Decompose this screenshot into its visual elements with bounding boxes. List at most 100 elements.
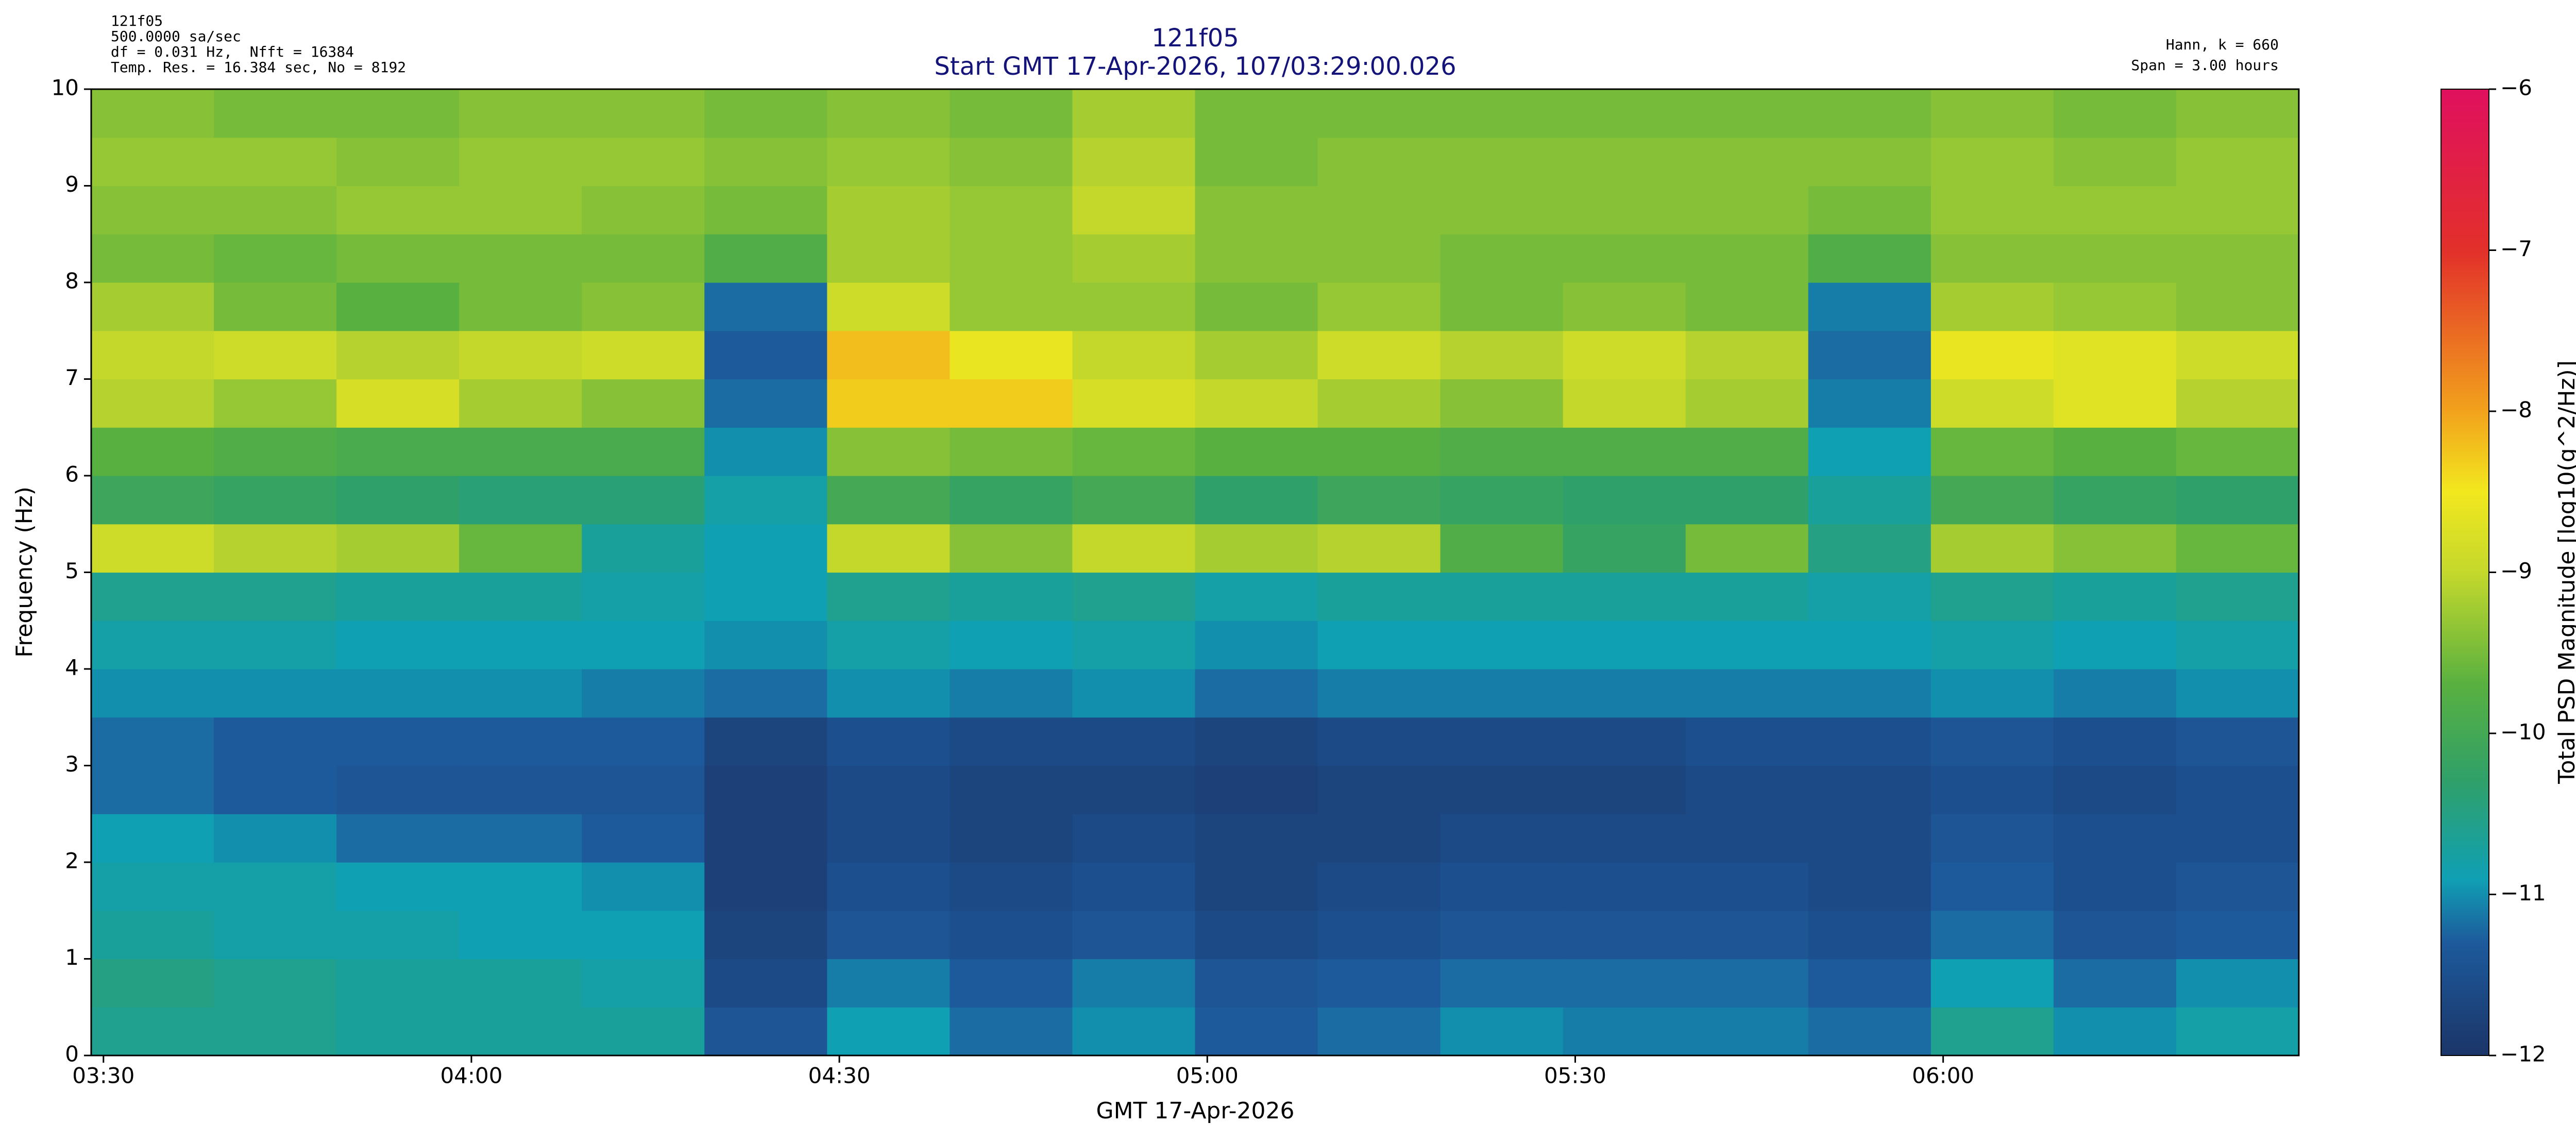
heatmap-cell: [214, 427, 337, 476]
y-tick-label: 7: [65, 365, 79, 390]
heatmap-cell: [1440, 186, 1564, 234]
heatmap-cell: [950, 862, 1073, 911]
heatmap-cell: [704, 427, 827, 476]
info-text: 500.0000 sa/sec: [111, 28, 241, 45]
heatmap-cell: [2176, 621, 2299, 669]
heatmap-cell: [1317, 379, 1441, 428]
heatmap-cell: [704, 89, 827, 138]
heatmap-cell: [1563, 765, 1686, 814]
heatmap-cell: [1195, 814, 1318, 863]
heatmap-cell: [91, 572, 214, 621]
heatmap-cell: [2176, 476, 2299, 525]
heatmap-cell: [336, 524, 460, 573]
heatmap-cell: [91, 717, 214, 766]
heatmap-cell: [582, 379, 705, 428]
heatmap-cell: [214, 1007, 337, 1056]
heatmap-cell: [1685, 1007, 1809, 1056]
heatmap-cell: [336, 89, 460, 138]
heatmap-cell: [1808, 669, 1931, 718]
y-tick-label: 10: [52, 75, 79, 100]
heatmap-cell: [1930, 524, 2054, 573]
y-tick-label: 6: [65, 462, 79, 487]
heatmap-cell: [2053, 89, 2177, 138]
heatmap-cell: [336, 137, 460, 187]
heatmap-cell: [1930, 765, 2054, 814]
heatmap-cell: [214, 89, 337, 138]
heatmap-cell: [459, 330, 582, 380]
colorbar-tick-label: −12: [2500, 1042, 2546, 1067]
heatmap-cell: [1685, 524, 1809, 573]
heatmap-cell: [950, 379, 1073, 428]
heatmap-cell: [459, 524, 582, 573]
x-tick-label: 04:30: [808, 1063, 871, 1088]
heatmap-cell: [1440, 765, 1564, 814]
heatmap-cell: [827, 282, 950, 331]
heatmap-cell: [1685, 572, 1809, 621]
heatmap-cell: [1072, 959, 1196, 1008]
heatmap-cell: [2053, 621, 2177, 669]
heatmap-cell: [91, 1007, 214, 1056]
heatmap-cell: [1195, 137, 1318, 187]
heatmap-cell: [1808, 524, 1931, 573]
heatmap-cell: [1317, 1007, 1441, 1056]
heatmap-cell: [2053, 137, 2177, 187]
heatmap-cell: [1563, 910, 1686, 960]
heatmap-cell: [582, 717, 705, 766]
heatmap-cell: [1563, 717, 1686, 766]
heatmap-cell: [214, 234, 337, 283]
heatmap-cell: [1072, 572, 1196, 621]
heatmap-cell: [459, 379, 582, 428]
heatmap-cell: [1195, 910, 1318, 960]
heatmap-cell: [2176, 814, 2299, 863]
heatmap-cell: [1808, 572, 1931, 621]
heatmap-cell: [1563, 234, 1686, 283]
heatmap-cell: [91, 765, 214, 814]
y-tick-label: 4: [65, 655, 79, 680]
heatmap-cell: [1563, 959, 1686, 1008]
heatmap-cell: [582, 814, 705, 863]
heatmap-cell: [1930, 572, 2054, 621]
heatmap-cell: [1930, 1007, 2054, 1056]
heatmap-cell: [704, 282, 827, 331]
heatmap-cell: [1808, 89, 1931, 138]
heatmap-cell: [1930, 234, 2054, 283]
colorbar-tick-label: −10: [2500, 719, 2546, 745]
heatmap-cell: [1317, 476, 1441, 525]
heatmap-cell: [582, 427, 705, 476]
heatmap-cell: [459, 234, 582, 283]
heatmap-cell: [1930, 476, 2054, 525]
heatmap-cell: [2053, 427, 2177, 476]
heatmap-cell: [1072, 234, 1196, 283]
heatmap-cell: [336, 572, 460, 621]
heatmap-cell: [1072, 621, 1196, 669]
heatmap-cell: [214, 330, 337, 380]
colorbar-tick-label: −8: [2500, 397, 2532, 423]
heatmap-cell: [827, 959, 950, 1008]
heatmap-cell: [950, 1007, 1073, 1056]
y-tick-label: 9: [65, 172, 79, 197]
heatmap-cell: [336, 330, 460, 380]
heatmap-cell: [1685, 137, 1809, 187]
heatmap-cell: [1563, 524, 1686, 573]
heatmap-cell: [2176, 427, 2299, 476]
heatmap-cell: [1808, 910, 1931, 960]
heatmap-cell: [2176, 330, 2299, 380]
heatmap-cell: [1563, 282, 1686, 331]
heatmap-cell: [1440, 476, 1564, 525]
heatmap-cell: [214, 669, 337, 718]
heatmap-cell: [704, 234, 827, 283]
heatmap-cell: [1563, 89, 1686, 138]
heatmap-cell: [1685, 186, 1809, 234]
heatmap-cell: [459, 476, 582, 525]
heatmap-cell: [91, 910, 214, 960]
heatmap-cell: [1563, 476, 1686, 525]
heatmap-cell: [2053, 910, 2177, 960]
heatmap-cell: [1930, 427, 2054, 476]
heatmap-cell: [336, 765, 460, 814]
heatmap-cell: [950, 282, 1073, 331]
heatmap-cell: [950, 572, 1073, 621]
heatmap-cell: [950, 717, 1073, 766]
heatmap-cell: [1930, 669, 2054, 718]
heatmap-cell: [2053, 814, 2177, 863]
